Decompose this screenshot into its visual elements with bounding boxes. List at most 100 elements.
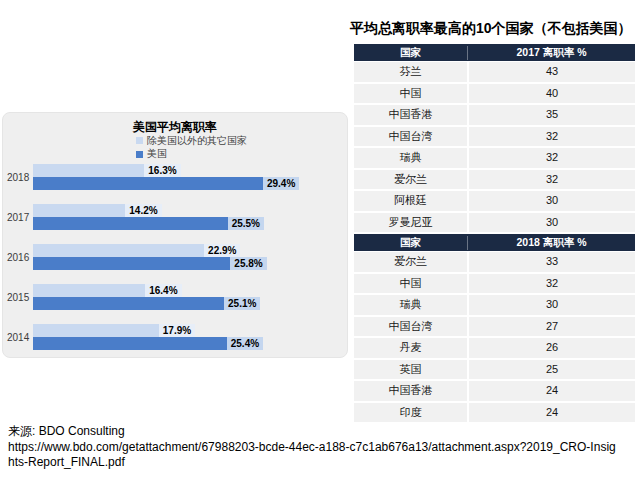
- source-url: https://www.bdo.com/getattachment/679882…: [8, 440, 622, 471]
- year-bars: 17.9% 25.4%: [33, 324, 341, 350]
- table-header-row: 国家2018 离职率 %: [354, 234, 635, 252]
- bar-plot: 201816.3%29.4%201714.2%25.5%201622.9%25.…: [3, 164, 341, 364]
- country-cell: 中国台湾: [354, 317, 467, 337]
- us-bar: 29.4%: [33, 177, 299, 190]
- rate-cell: 24: [467, 381, 635, 401]
- table-row: 阿根廷30: [354, 191, 635, 213]
- country-header-cell: 国家: [354, 46, 467, 60]
- table-row: 中国香港24: [354, 381, 635, 403]
- country-cell: 中国台湾: [354, 127, 467, 147]
- rate-header-cell: 2017 离职率 %: [467, 46, 635, 60]
- chart-year-group: 201816.3%29.4%: [3, 164, 341, 190]
- chart-legend: 除美国以外的其它国家 美国: [136, 134, 247, 161]
- rate-cell: 24: [467, 403, 635, 423]
- bar-value-label: 14.2%: [125, 204, 161, 217]
- table-row: 瑞典30: [354, 295, 635, 317]
- bar-row: 14.2%: [33, 204, 341, 217]
- rate-cell: 33: [467, 252, 635, 272]
- bar-value-label: 22.9%: [204, 244, 240, 257]
- us-bar: 25.1%: [33, 297, 260, 310]
- rate-cell: 26: [467, 338, 635, 358]
- rate-cell: 32: [467, 170, 635, 190]
- country-cell: 印度: [354, 403, 467, 423]
- bar-value-label: 29.4%: [263, 177, 299, 190]
- bar-value-label: 25.5%: [228, 217, 264, 230]
- legend-swatch-non-us-icon: [136, 137, 143, 144]
- bar-row: 25.1%: [33, 297, 341, 310]
- bar-value-label: 16.4%: [145, 284, 181, 297]
- table-row: 丹麦26: [354, 338, 635, 360]
- year-bars: 14.2% 25.5%: [33, 204, 341, 230]
- table-row: 印度24: [354, 403, 635, 425]
- chart-year-group: 201622.9%25.8%: [3, 244, 341, 270]
- source-block: 来源: BDO Consulting https://www.bdo.com/g…: [8, 424, 622, 471]
- bar-row: 22.9%: [33, 244, 341, 257]
- country-cell: 中国: [354, 84, 467, 104]
- table-row: 中国台湾27: [354, 317, 635, 339]
- non-us-bar: 22.9%: [33, 244, 240, 257]
- country-cell: 英国: [354, 360, 467, 380]
- chart-year-group: 2017 14.2% 25.5%: [3, 204, 341, 230]
- bar-row: 25.4%: [33, 337, 341, 350]
- bar-row: 17.9%: [33, 324, 341, 337]
- year-label: 2017: [3, 204, 33, 230]
- bar-row: 29.4%: [33, 177, 341, 190]
- country-cell: 瑞典: [354, 295, 467, 315]
- country-cell: 芬兰: [354, 62, 467, 82]
- country-table-title: 平均总离职率最高的10个国家（不包括美国）: [350, 20, 632, 38]
- table-row: 瑞典32: [354, 148, 635, 170]
- legend-item-non-us: 除美国以外的其它国家: [136, 134, 247, 148]
- bar-row: 16.4%: [33, 284, 341, 297]
- table-row: 爱尔兰32: [354, 170, 635, 192]
- country-table-2018: 国家2018 离职率 %爱尔兰33中国32瑞典30中国台湾27丹麦26英国25中…: [354, 234, 635, 424]
- rate-cell: 35: [467, 105, 635, 125]
- table-header-row: 国家2017 离职率 %: [354, 44, 635, 62]
- country-tables: 国家2017 离职率 %芬兰43中国40中国香港35中国台湾32瑞典32爱尔兰3…: [354, 44, 635, 424]
- bar-value-label: 16.3%: [144, 164, 180, 177]
- chart-year-group: 201417.9%25.4%: [3, 324, 341, 350]
- rate-cell: 32: [467, 148, 635, 168]
- non-us-bar: 16.4%: [33, 284, 182, 297]
- legend-swatch-us-icon: [136, 151, 143, 158]
- rate-cell: 30: [467, 213, 635, 233]
- table-row: 中国香港35: [354, 105, 635, 127]
- country-cell: 中国香港: [354, 381, 467, 401]
- rate-cell: 25: [467, 360, 635, 380]
- chart-year-group: 2015 16.4%25.1%: [3, 284, 341, 310]
- table-row: 中国32: [354, 274, 635, 296]
- table-row: 爱尔兰33: [354, 252, 635, 274]
- bar-value-label: 17.9%: [159, 324, 195, 337]
- non-us-bar: 17.9%: [33, 324, 195, 337]
- legend-item-us: 美国: [136, 148, 247, 162]
- non-us-bar: 14.2%: [33, 204, 162, 217]
- country-cell: 罗曼尼亚: [354, 213, 467, 233]
- rate-cell: 27: [467, 317, 635, 337]
- legend-label-us: 美国: [147, 147, 167, 161]
- table-row: 中国台湾32: [354, 127, 635, 149]
- country-cell: 瑞典: [354, 148, 467, 168]
- country-table-2017: 国家2017 离职率 %芬兰43中国40中国香港35中国台湾32瑞典32爱尔兰3…: [354, 44, 635, 234]
- country-cell: 丹麦: [354, 338, 467, 358]
- source-label: 来源: BDO Consulting: [8, 424, 622, 440]
- rate-cell: 43: [467, 62, 635, 82]
- country-cell: 爱尔兰: [354, 170, 467, 190]
- bar-value-label: 25.4%: [227, 337, 263, 350]
- bar-row: 25.8%: [33, 257, 341, 270]
- year-bars: 22.9%25.8%: [33, 244, 341, 270]
- rate-cell: 30: [467, 191, 635, 211]
- table-row: 中国40: [354, 84, 635, 106]
- us-bar: 25.8%: [33, 257, 267, 270]
- rate-header-cell: 2018 离职率 %: [467, 236, 635, 250]
- legend-label-non-us: 除美国以外的其它国家: [147, 134, 247, 148]
- bar-row: 25.5%: [33, 217, 341, 230]
- country-cell: 中国香港: [354, 105, 467, 125]
- bar-value-label: 25.8%: [230, 257, 266, 270]
- year-label: 2015: [3, 284, 33, 310]
- country-cell: 中国: [354, 274, 467, 294]
- us-bar: 25.5%: [33, 217, 264, 230]
- rate-cell: 32: [467, 274, 635, 294]
- rate-cell: 40: [467, 84, 635, 104]
- country-cell: 爱尔兰: [354, 252, 467, 272]
- table-row: 罗曼尼亚30: [354, 213, 635, 235]
- us-bar: 25.4%: [33, 337, 263, 350]
